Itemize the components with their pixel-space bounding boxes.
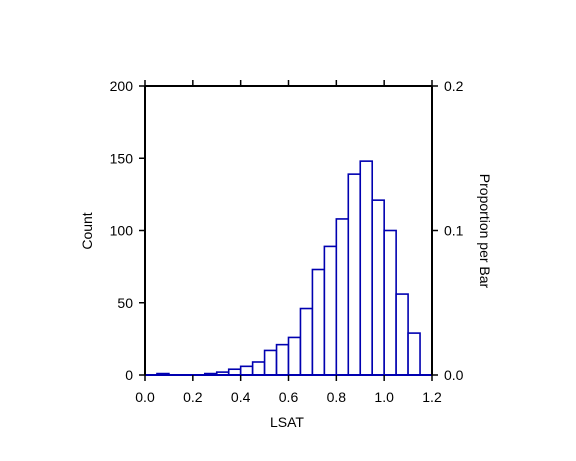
y-tick-label: 50	[117, 295, 133, 311]
histogram-bar	[323, 245, 338, 376]
histogram-bar	[263, 349, 278, 376]
histogram-bar	[299, 307, 314, 376]
y-tick-label: 100	[110, 223, 134, 239]
histogram-bar	[311, 268, 326, 376]
histogram-bar	[335, 218, 350, 376]
histogram-bar	[395, 293, 409, 376]
ticks: 0.0 0.2 0.4 0.6 0.8 1.0 1.2 0 50 100 150 200 0.0 0.1 0…	[110, 78, 464, 405]
x-axis-label: LSAT	[270, 414, 304, 430]
histogram-bar	[251, 361, 266, 376]
histogram-bar	[239, 365, 254, 376]
y2-axis-label: Proportion per Bar	[477, 174, 493, 289]
histogram-bars	[145, 160, 432, 376]
x-tick-label: 0.8	[327, 389, 347, 405]
x-tick-label: 1.0	[374, 389, 394, 405]
histogram-bar	[347, 173, 362, 376]
y-axis-label: Count	[79, 212, 95, 249]
y2-tick-label: 0.1	[444, 223, 464, 239]
x-tick-label: 0.4	[231, 389, 251, 405]
histogram-bar	[287, 336, 302, 376]
histogram-bar	[359, 160, 374, 376]
histogram-bar	[383, 229, 397, 376]
y2-tick-label: 0.2	[444, 78, 464, 94]
histogram-bar	[371, 199, 385, 376]
y-tick-label: 150	[110, 150, 134, 166]
y-tick-label: 200	[110, 78, 134, 94]
x-tick-label: 0.0	[135, 389, 155, 405]
histogram-bar	[407, 332, 421, 376]
y2-tick-label: 0.0	[444, 367, 464, 383]
x-tick-label: 0.2	[183, 389, 203, 405]
histogram-bar	[275, 343, 290, 376]
x-tick-label: 0.6	[279, 389, 299, 405]
x-tick-label: 1.2	[422, 389, 442, 405]
y-tick-label: 0	[125, 367, 133, 383]
